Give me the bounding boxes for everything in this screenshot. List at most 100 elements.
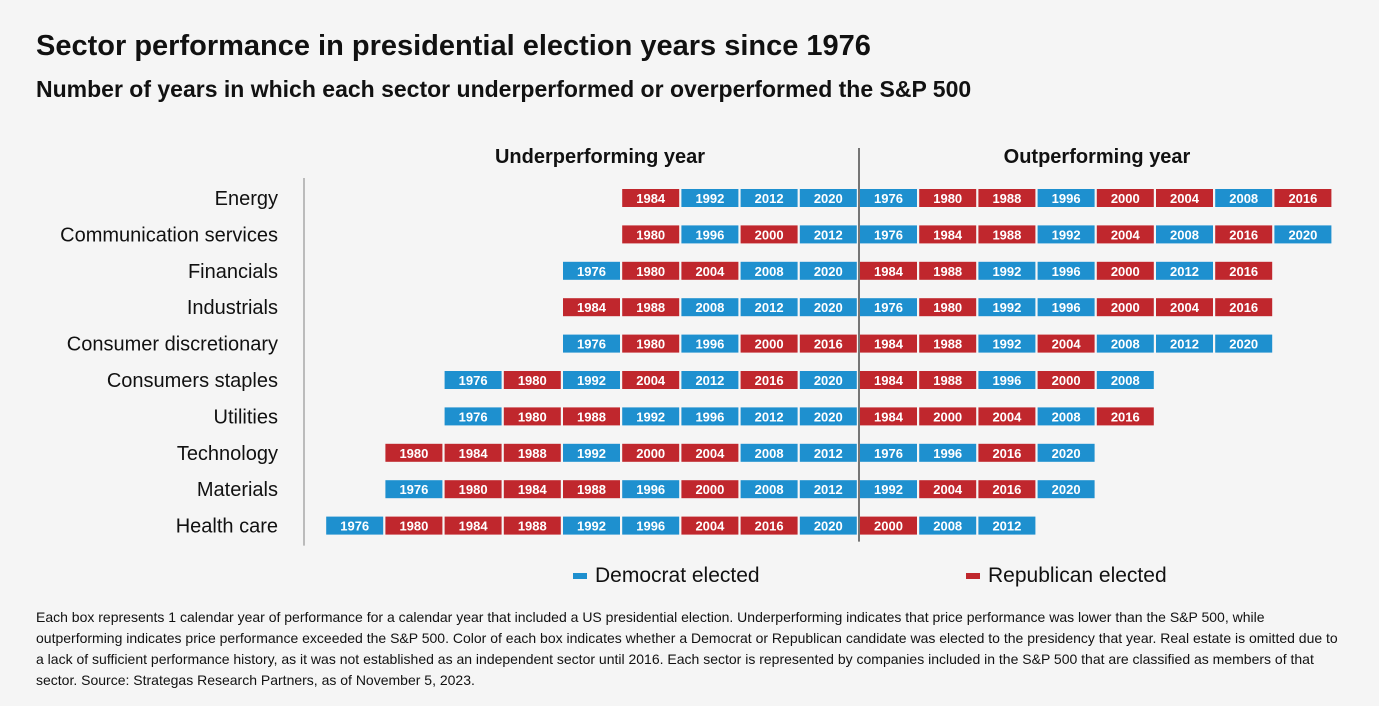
box-industrials-under-2020 xyxy=(799,298,857,317)
box-label-utilities-over-1984: 1984 xyxy=(874,409,904,424)
box-label-consumer-discretionary-over-2012: 2012 xyxy=(1170,337,1199,352)
box-label-financials-under-1976: 1976 xyxy=(577,264,606,279)
box-communication-services-over-2016 xyxy=(1215,225,1273,244)
box-label-industrials-over-2004: 2004 xyxy=(1170,300,1200,315)
box-utilities-over-2016 xyxy=(1096,407,1154,426)
box-label-materials-under-1996: 1996 xyxy=(636,482,665,497)
box-label-consumer-discretionary-over-1984: 1984 xyxy=(874,337,904,352)
box-label-energy-over-2004: 2004 xyxy=(1170,191,1200,206)
box-materials-under-1980 xyxy=(444,480,502,499)
footnote: Each box represents 1 calendar year of p… xyxy=(36,609,1338,688)
box-label-materials-under-2012: 2012 xyxy=(814,482,843,497)
box-label-utilities-under-1988: 1988 xyxy=(577,409,606,424)
box-utilities-under-1992 xyxy=(622,407,680,426)
box-label-consumer-discretionary-over-1988: 1988 xyxy=(933,337,962,352)
box-energy-over-2004 xyxy=(1156,189,1213,207)
box-label-technology-under-1984: 1984 xyxy=(459,446,489,461)
box-label-technology-under-2012: 2012 xyxy=(814,446,843,461)
box-label-consumers-staples-under-1980: 1980 xyxy=(518,373,547,388)
box-label-communication-services-under-1996: 1996 xyxy=(695,227,724,242)
box-label-communication-services-under-2012: 2012 xyxy=(814,227,843,242)
sector-label-consumer-discretionary: Consumer discretionary xyxy=(67,334,278,356)
sector-label-financials: Financials xyxy=(188,261,278,283)
box-label-industrials-over-2000: 2000 xyxy=(1111,300,1140,315)
box-consumers-staples-over-1984 xyxy=(860,371,917,389)
box-industrials-under-2012 xyxy=(740,298,798,317)
box-consumer-discretionary-over-1988 xyxy=(919,334,977,353)
box-materials-over-2016 xyxy=(978,480,1036,499)
box-industrials-over-2000 xyxy=(1096,298,1154,317)
box-utilities-over-2000 xyxy=(919,407,977,426)
box-label-utilities-under-1996: 1996 xyxy=(695,409,724,424)
box-label-consumers-staples-under-2016: 2016 xyxy=(755,373,784,388)
box-label-utilities-under-1976: 1976 xyxy=(459,409,488,424)
box-health-care-under-1976 xyxy=(326,516,384,535)
box-label-materials-under-2000: 2000 xyxy=(695,482,724,497)
box-label-utilities-over-2000: 2000 xyxy=(933,409,962,424)
box-label-materials-under-1984: 1984 xyxy=(518,482,548,497)
box-consumers-staples-over-2008 xyxy=(1096,371,1154,389)
box-industrials-under-1984 xyxy=(563,298,620,317)
box-health-care-under-1980 xyxy=(385,516,443,535)
box-energy-over-2008 xyxy=(1215,189,1273,207)
box-label-consumer-discretionary-under-1996: 1996 xyxy=(695,337,724,352)
box-technology-under-2008 xyxy=(740,443,798,462)
box-label-materials-under-2008: 2008 xyxy=(755,482,784,497)
box-label-consumers-staples-over-2008: 2008 xyxy=(1111,373,1140,388)
sector-label-utilities: Utilities xyxy=(214,406,278,428)
box-energy-over-2000 xyxy=(1096,189,1154,207)
box-materials-under-1996 xyxy=(622,480,680,499)
box-communication-services-over-1988 xyxy=(978,225,1036,244)
box-label-communication-services-over-1976: 1976 xyxy=(874,227,903,242)
box-materials-over-2004 xyxy=(919,480,977,499)
box-energy-over-1980 xyxy=(919,189,977,207)
box-financials-under-2020 xyxy=(799,261,857,280)
box-health-care-under-2020 xyxy=(799,516,857,535)
box-utilities-under-1996 xyxy=(681,407,739,426)
box-label-communication-services-over-2008: 2008 xyxy=(1170,227,1199,242)
box-consumers-staples-under-1980 xyxy=(503,371,561,389)
box-health-care-under-2016 xyxy=(740,516,798,535)
box-consumers-staples-over-1996 xyxy=(978,371,1036,389)
box-technology-over-1996 xyxy=(919,443,977,462)
box-consumers-staples-under-2020 xyxy=(799,371,857,389)
box-utilities-over-2004 xyxy=(978,407,1036,426)
box-consumers-staples-over-1988 xyxy=(919,371,977,389)
box-utilities-over-2008 xyxy=(1037,407,1095,426)
box-label-health-care-under-1984: 1984 xyxy=(459,519,489,534)
box-label-financials-under-2008: 2008 xyxy=(755,264,784,279)
box-label-materials-over-2004: 2004 xyxy=(933,482,963,497)
box-materials-under-1976 xyxy=(385,480,443,499)
box-label-industrials-over-1976: 1976 xyxy=(874,300,903,315)
box-health-care-under-1996 xyxy=(622,516,680,535)
box-label-consumers-staples-over-2000: 2000 xyxy=(1052,373,1081,388)
box-label-technology-under-1992: 1992 xyxy=(577,446,606,461)
box-label-communication-services-over-2004: 2004 xyxy=(1111,227,1141,242)
box-materials-under-2008 xyxy=(740,480,798,499)
legend-swatch-republican xyxy=(966,573,980,579)
box-consumers-staples-under-1992 xyxy=(563,371,620,389)
box-financials-over-2000 xyxy=(1096,261,1154,280)
box-consumer-discretionary-over-1992 xyxy=(978,334,1036,353)
box-energy-under-2012 xyxy=(740,189,798,207)
box-label-utilities-over-2016: 2016 xyxy=(1111,409,1140,424)
box-health-care-under-1984 xyxy=(444,516,502,535)
box-label-materials-under-1988: 1988 xyxy=(577,482,606,497)
sector-performance-chart: Underperforming year Outperforming year En… xyxy=(60,146,1332,546)
box-label-communication-services-over-1988: 1988 xyxy=(992,227,1021,242)
box-financials-over-2012 xyxy=(1156,261,1213,280)
box-financials-over-1984 xyxy=(860,261,917,280)
box-label-industrials-over-1992: 1992 xyxy=(992,300,1021,315)
box-communication-services-over-1984 xyxy=(919,225,977,244)
box-energy-under-2020 xyxy=(799,189,857,207)
legend-item-republican: Republican elected xyxy=(966,564,1167,588)
box-label-health-care-under-2016: 2016 xyxy=(755,519,784,534)
box-label-materials-over-2020: 2020 xyxy=(1052,482,1081,497)
legend-label-republican: Republican elected xyxy=(988,564,1167,587)
box-utilities-under-2012 xyxy=(740,407,798,426)
box-label-utilities-under-1992: 1992 xyxy=(636,409,665,424)
sector-label-consumers-staples: Consumers staples xyxy=(107,370,278,392)
box-label-industrials-over-1996: 1996 xyxy=(1052,300,1081,315)
box-health-care-under-1988 xyxy=(503,516,561,535)
box-label-health-care-over-2000: 2000 xyxy=(874,519,903,534)
